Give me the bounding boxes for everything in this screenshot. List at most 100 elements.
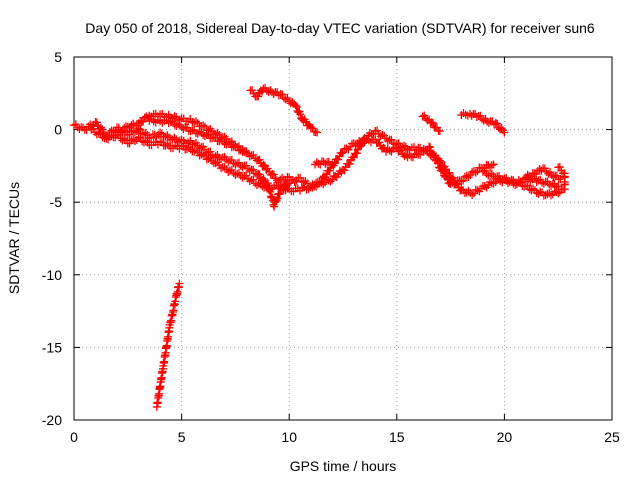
data-point [373, 126, 382, 135]
data-point [337, 149, 346, 158]
data-point [479, 116, 488, 125]
series-track-j [521, 164, 565, 184]
data-point [262, 86, 271, 95]
data-point [170, 133, 179, 142]
data-point [334, 155, 343, 164]
data-point [70, 121, 78, 130]
series-track-f [311, 157, 337, 169]
data-point [199, 150, 208, 159]
data-point [296, 110, 305, 119]
data-point [443, 174, 452, 183]
series-track-d [145, 115, 251, 157]
data-point [274, 91, 283, 100]
data-point [224, 138, 233, 147]
x-axis-label: GPS time / hours [290, 458, 397, 474]
data-point [328, 160, 337, 169]
data-point [339, 148, 347, 157]
data-point [523, 181, 532, 190]
series-track-g [418, 111, 444, 136]
data-point [457, 185, 466, 194]
data-point [385, 146, 394, 155]
data-point [123, 122, 132, 131]
x-tick-label: 10 [281, 429, 297, 445]
data-point [295, 173, 304, 182]
data-point [161, 132, 170, 141]
data-point [273, 194, 282, 203]
y-tick-label: -10 [42, 267, 62, 283]
data-point [271, 196, 280, 205]
data-point [538, 178, 547, 187]
data-point [231, 160, 240, 169]
data-point [259, 175, 268, 184]
data-point [325, 166, 334, 175]
data-point [512, 180, 521, 189]
data-point [254, 92, 263, 101]
data-point [157, 138, 166, 147]
series-track-k [554, 163, 569, 189]
data-point [473, 186, 482, 195]
data-point [255, 155, 264, 164]
data-point [188, 118, 197, 127]
y-tick-label: -15 [42, 339, 62, 355]
data-point [236, 146, 245, 155]
x-tick-label: 5 [178, 429, 186, 445]
data-point [520, 182, 529, 191]
data-point [428, 149, 437, 158]
data-point [439, 167, 448, 176]
data-point [269, 170, 278, 179]
data-point [245, 177, 254, 186]
data-point [480, 182, 489, 191]
data-point [240, 147, 249, 156]
data-point [428, 119, 437, 128]
data-point [448, 178, 457, 187]
data-point [342, 144, 351, 153]
data-point [435, 127, 444, 136]
axis-ticks [73, 56, 613, 421]
data-point [270, 202, 279, 211]
data-point [217, 164, 226, 173]
data-point [491, 119, 500, 128]
data-point [345, 159, 354, 168]
data-point [437, 165, 446, 174]
data-point [224, 167, 233, 176]
data-point [245, 166, 254, 175]
x-tick-label: 15 [389, 429, 405, 445]
data-point [292, 102, 301, 111]
data-point [102, 134, 111, 143]
data-point [365, 129, 374, 138]
data-point [450, 180, 459, 189]
data-point [493, 119, 502, 128]
data-point [217, 135, 226, 144]
data-point [179, 124, 188, 133]
data-point [379, 143, 388, 152]
data-point [459, 176, 468, 185]
data-point [249, 175, 258, 184]
data-point [278, 90, 287, 99]
data-point [294, 108, 303, 117]
data-point [211, 133, 220, 142]
data-point [202, 130, 211, 139]
data-point [172, 121, 181, 130]
data-point [554, 189, 563, 198]
data-point [555, 163, 564, 172]
chart-title: Day 050 of 2018, Sidereal Day-to-day VTE… [85, 20, 595, 36]
data-point [489, 160, 498, 169]
data-point [378, 131, 387, 140]
data-point [523, 170, 532, 179]
data-point [186, 127, 195, 136]
data-point [233, 143, 242, 152]
data-point [136, 125, 145, 134]
data-point [412, 149, 421, 158]
data-point [96, 129, 105, 138]
x-tick-label: 25 [604, 429, 620, 445]
data-point [421, 146, 430, 155]
data-point [352, 149, 361, 158]
data-point [556, 174, 565, 183]
data-point [200, 132, 209, 141]
data-point [315, 179, 324, 188]
data-point [118, 127, 127, 136]
plot-frame [73, 56, 613, 421]
data-point [544, 169, 553, 178]
data-point [238, 163, 247, 172]
data-point [231, 141, 240, 150]
